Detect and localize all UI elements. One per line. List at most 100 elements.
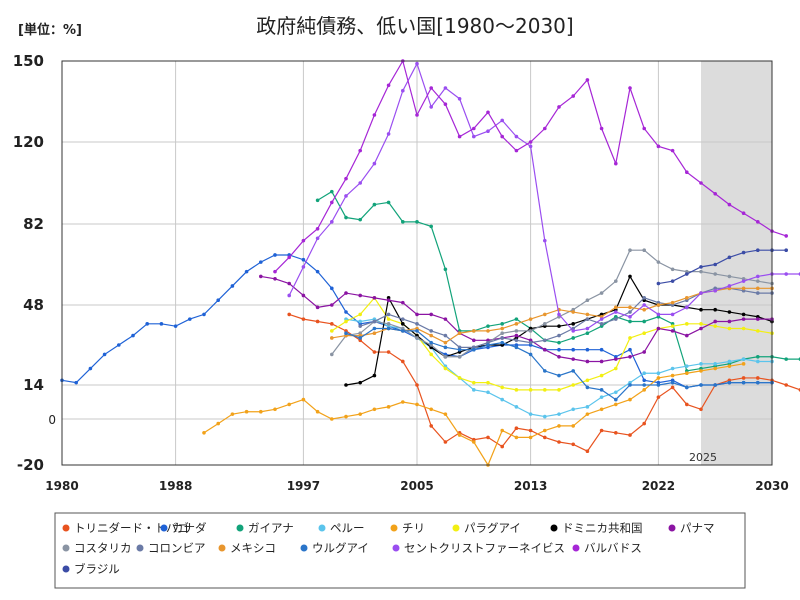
x-tick-label: 1988 xyxy=(159,479,192,493)
legend-item[interactable]: ウルグアイ xyxy=(300,541,369,555)
legend-item[interactable]: ガイアナ xyxy=(236,521,294,535)
legend-item[interactable]: コロンビア xyxy=(136,541,206,555)
data-point xyxy=(585,312,590,317)
legend-item[interactable]: コスタリカ xyxy=(62,541,132,555)
data-point xyxy=(699,326,703,331)
data-point xyxy=(713,307,717,312)
data-point xyxy=(713,324,717,328)
data-point xyxy=(628,433,632,437)
data-point xyxy=(514,329,519,333)
legend-label: メキシコ xyxy=(230,541,276,555)
forecast-year-label: 2025 xyxy=(689,451,717,464)
data-point xyxy=(656,371,661,376)
data-point xyxy=(315,236,320,241)
data-point xyxy=(656,260,661,264)
data-point xyxy=(642,388,646,392)
data-point xyxy=(699,265,703,269)
data-point xyxy=(500,385,505,390)
data-point xyxy=(528,428,533,433)
data-point xyxy=(557,312,561,317)
data-point xyxy=(727,255,732,260)
data-point xyxy=(358,412,363,416)
data-point xyxy=(358,217,363,222)
legend-label: ウルグアイ xyxy=(312,541,369,555)
legend-item[interactable]: バルバドス xyxy=(572,541,642,555)
data-point xyxy=(557,424,561,428)
data-point xyxy=(670,385,675,390)
data-point xyxy=(670,148,675,153)
data-point xyxy=(528,435,533,440)
data-point xyxy=(699,269,703,274)
legend-marker xyxy=(300,544,308,552)
legend-label: トリニダード・トバゴ xyxy=(74,521,189,535)
data-point xyxy=(372,202,377,207)
x-tick-label: 1997 xyxy=(287,479,320,493)
data-point xyxy=(486,329,490,333)
data-point xyxy=(685,322,689,326)
data-point xyxy=(330,322,334,326)
legend-item[interactable]: セントクリストファーネイビス xyxy=(392,541,566,555)
data-point xyxy=(543,388,547,392)
data-point xyxy=(486,110,490,115)
data-point xyxy=(642,383,646,387)
data-point xyxy=(514,426,519,431)
data-point xyxy=(202,312,206,317)
data-point xyxy=(330,220,334,224)
data-point xyxy=(727,319,732,324)
legend-item[interactable]: パナマ xyxy=(668,521,715,535)
data-point xyxy=(372,373,377,378)
data-point xyxy=(443,366,448,371)
legend-item[interactable]: トリニダード・トバゴ xyxy=(62,521,190,535)
data-point xyxy=(642,307,646,312)
legend-item[interactable]: メキシコ xyxy=(218,541,277,555)
legend-item[interactable]: パラグアイ xyxy=(452,521,521,535)
data-point xyxy=(500,322,505,326)
data-point xyxy=(741,286,746,291)
data-point xyxy=(656,144,661,149)
data-point xyxy=(372,331,377,336)
data-point xyxy=(741,362,746,366)
series-line xyxy=(317,190,800,372)
axis-ticks: -20 0 14 48 82 120 150 1980 1988 1997 2005 2013 2022… xyxy=(13,52,789,493)
data-point xyxy=(287,281,292,286)
legend-marker xyxy=(668,524,676,532)
data-point xyxy=(599,126,604,131)
data-point xyxy=(358,312,363,317)
y-tick-label: 0 xyxy=(48,413,56,427)
data-point xyxy=(727,310,732,314)
data-point xyxy=(273,253,277,257)
legend-marker xyxy=(550,524,558,532)
data-point xyxy=(741,250,746,255)
series-layer xyxy=(60,59,800,467)
data-point xyxy=(344,310,348,314)
data-point xyxy=(741,376,746,380)
data-point xyxy=(514,333,519,338)
data-point xyxy=(315,305,320,310)
data-point xyxy=(557,340,561,345)
data-point xyxy=(543,312,547,317)
legend-label: ブラジル xyxy=(74,562,120,576)
data-point xyxy=(699,181,703,185)
data-point xyxy=(713,191,717,196)
data-point xyxy=(685,364,689,368)
legend-item[interactable]: ドミニカ共和国 xyxy=(550,521,643,535)
data-point xyxy=(713,319,717,324)
data-point xyxy=(401,317,405,321)
data-point xyxy=(756,359,760,364)
data-point xyxy=(500,444,505,449)
data-point xyxy=(756,291,760,295)
legend-item[interactable]: ペルー xyxy=(318,521,365,535)
data-point xyxy=(685,385,689,390)
data-point xyxy=(472,380,476,385)
data-point xyxy=(415,383,419,387)
data-point xyxy=(358,336,363,340)
data-point xyxy=(500,118,505,123)
data-point xyxy=(287,255,292,260)
data-point xyxy=(557,440,561,444)
legend-item[interactable]: チリ xyxy=(390,521,426,535)
data-point xyxy=(585,326,590,331)
data-point xyxy=(330,417,334,421)
data-point xyxy=(500,340,505,345)
legend-item[interactable]: カナダ xyxy=(160,521,207,535)
legend-item[interactable]: ブラジル xyxy=(62,562,120,576)
